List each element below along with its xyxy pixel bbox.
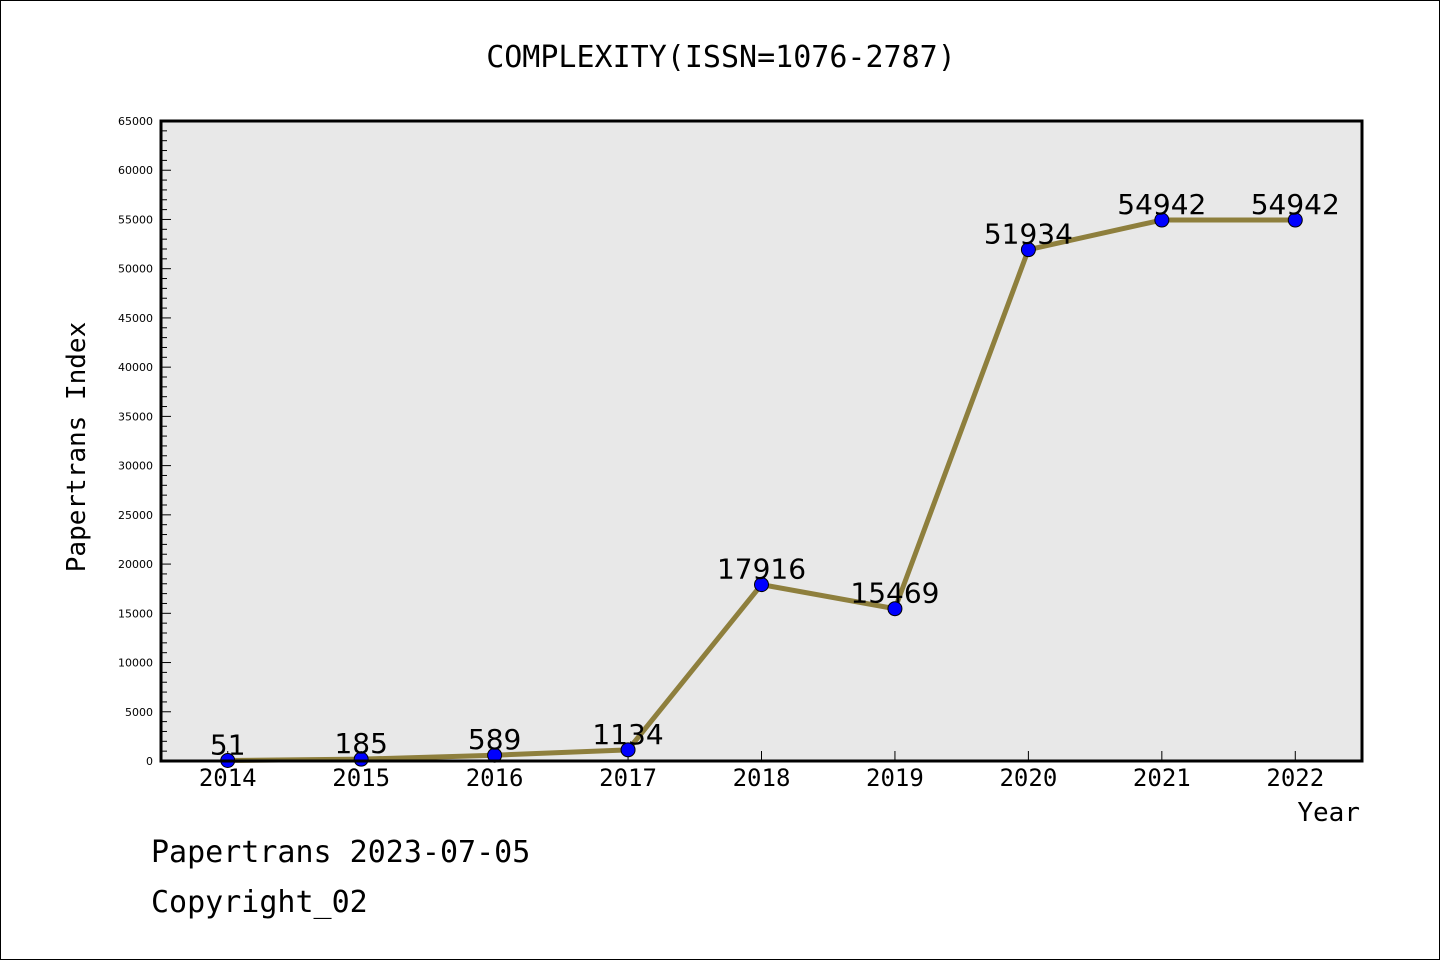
x-tick-label: 2014	[199, 764, 257, 792]
data-point	[754, 577, 769, 593]
x-tick-label: 2016	[466, 764, 524, 792]
footer-copyright: Copyright_02	[151, 885, 368, 920]
data-label: 54942	[1251, 188, 1340, 221]
series-layer	[220, 212, 1303, 768]
data-label: 51934	[984, 218, 1073, 251]
data-label: 51	[210, 728, 246, 761]
data-label: 589	[468, 723, 521, 756]
y-tick-label: 45000	[118, 312, 153, 325]
y-axis: 0 5000 10000 15000 20000 25000 30000 35000 40000…	[118, 115, 171, 768]
y-tick-label: 35000	[118, 410, 153, 423]
y-tick-label: 50000	[118, 263, 153, 276]
data-point	[1154, 212, 1170, 228]
y-tick-label: 15000	[118, 607, 153, 620]
data-point	[887, 601, 903, 617]
x-tick-label: 2017	[599, 764, 657, 792]
y-tick-label: 55000	[118, 213, 153, 226]
x-axis: 2014 2015 2016 2017 2018 2019 2020 2021 2022	[199, 751, 1324, 792]
data-point	[1287, 212, 1303, 228]
y-tick-label: 25000	[118, 509, 153, 522]
y-tick-label: 60000	[118, 164, 153, 177]
footer-date: Papertrans 2023-07-05	[151, 835, 531, 870]
plot-area	[161, 121, 1362, 761]
y-tick-label: 5000	[125, 706, 153, 719]
y-tick-label: 30000	[118, 460, 153, 473]
y-tick-label: 40000	[118, 361, 153, 374]
y-tick-label: 65000	[118, 115, 153, 128]
y-tick-label: 10000	[118, 657, 153, 670]
x-tick-label: 2022	[1266, 764, 1324, 792]
x-tick-label: 2019	[866, 764, 924, 792]
data-label: 15469	[850, 577, 939, 610]
data-point	[1020, 242, 1036, 258]
chart-title: COMPLEXITY(ISSN=1076-2787)	[486, 40, 956, 75]
x-tick-label: 2020	[999, 764, 1057, 792]
plot-border	[159, 119, 1364, 763]
y-tick-label: 20000	[118, 558, 153, 571]
data-label: 17916	[717, 553, 806, 586]
data-label: 54942	[1117, 188, 1206, 221]
y-tick-label: 0	[146, 755, 153, 768]
x-axis-label: Year	[1297, 798, 1360, 828]
x-tick-label: 2015	[332, 764, 390, 792]
y-axis-label: Papertrans Index	[62, 322, 92, 572]
x-tick-label: 2018	[733, 764, 791, 792]
data-label: 185	[334, 727, 387, 760]
x-tick-label: 2021	[1133, 764, 1191, 792]
data-label: 1134	[592, 718, 663, 751]
data-point	[353, 751, 369, 767]
data-labels-layer: 51 185 589 1134 17916 15469 51934 54942 54942	[210, 188, 1340, 761]
data-point	[620, 742, 636, 758]
